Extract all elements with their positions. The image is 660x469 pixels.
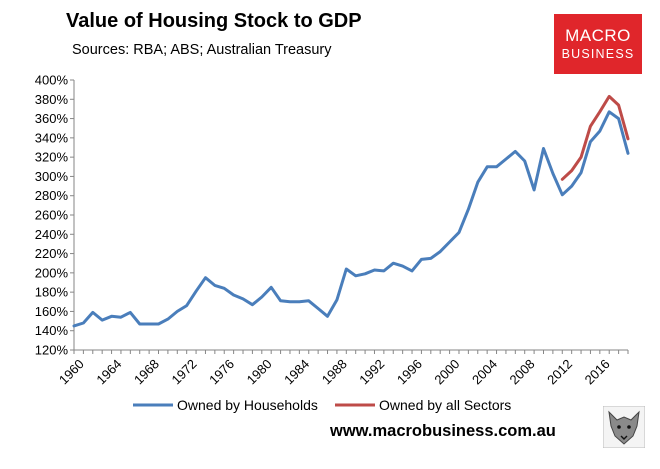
y-tick-label: 240% (35, 227, 69, 242)
y-tick-label: 360% (35, 111, 69, 126)
x-tick-label: 1960 (56, 356, 87, 387)
wolf-logo-icon (602, 405, 646, 449)
x-tick-label: 1984 (281, 356, 312, 387)
logo-line-2: BUSINESS (561, 47, 635, 61)
series-line-owned-by-all-sectors (560, 94, 630, 181)
x-tick-label: 1972 (169, 356, 200, 387)
macrobusiness-logo: MACRO BUSINESS (554, 14, 642, 74)
legend-label: Owned by Households (177, 397, 318, 413)
chart-title: Value of Housing Stock to GDP (66, 10, 362, 32)
logo-line-1: MACRO (565, 26, 631, 45)
website-url: www.macrobusiness.com.au (330, 422, 556, 440)
x-axis-ticks: 1960 1964 1968 1972 1976 1980 1984 1988 1992 1996… (56, 350, 629, 387)
y-tick-label: 200% (35, 265, 69, 280)
x-tick-label: 1996 (394, 356, 425, 387)
x-tick-label: 1980 (244, 356, 275, 387)
y-tick-label: 380% (35, 92, 69, 107)
legend-label: Owned by all Sectors (379, 397, 511, 413)
x-tick-label: 2004 (469, 356, 500, 387)
chart-axes (73, 80, 628, 351)
x-tick-label: 1988 (319, 356, 350, 387)
chart-series (72, 94, 630, 328)
x-tick-label: 2012 (544, 356, 575, 387)
series-line-owned-by-households (72, 110, 630, 328)
x-tick-label: 2000 (431, 356, 462, 387)
y-tick-label: 220% (35, 246, 69, 261)
y-tick-label: 300% (35, 169, 69, 184)
x-tick-label: 1964 (93, 356, 124, 387)
y-tick-label: 140% (35, 323, 69, 338)
chart-legend: Owned by Households Owned by all Sectors (133, 397, 511, 413)
y-tick-label: 340% (35, 130, 69, 145)
y-tick-label: 400% (35, 73, 69, 88)
x-tick-label: 1976 (206, 356, 237, 387)
y-tick-label: 260% (35, 208, 69, 223)
x-tick-label: 1992 (356, 356, 387, 387)
y-tick-label: 180% (35, 285, 69, 300)
chart-subtitle: Sources: RBA; ABS; Australian Treasury (72, 42, 332, 58)
x-tick-label: 1968 (131, 356, 162, 387)
y-tick-label: 160% (35, 304, 69, 319)
y-tick-label: 120% (35, 343, 69, 358)
x-tick-label: 2008 (507, 356, 538, 387)
y-axis-ticks: 120% 140% 160% 180% 200% 220% 240% 260% 280% 300%… (35, 73, 74, 358)
y-tick-label: 280% (35, 188, 69, 203)
x-tick-label: 2016 (582, 356, 613, 387)
y-tick-label: 320% (35, 150, 69, 165)
